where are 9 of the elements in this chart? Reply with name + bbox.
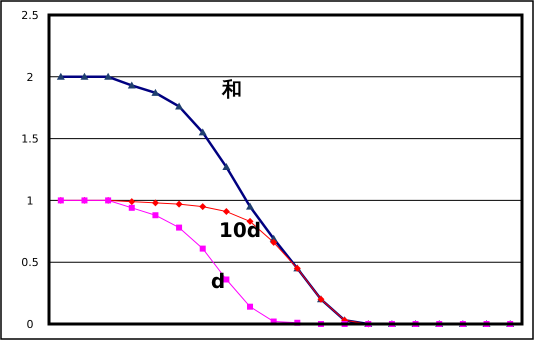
y-tick-label: 0.5 — [21, 256, 39, 270]
y-tick-label: 0 — [26, 318, 34, 331]
series-label: 10d — [218, 218, 262, 242]
y-tick-label: 1 — [26, 194, 34, 208]
y-tick-label: 2 — [26, 70, 34, 84]
y-tick-label: 2.5 — [21, 9, 39, 22]
series-label: 和 — [221, 77, 242, 101]
y-tick-label: 1.5 — [21, 132, 39, 146]
series-label: d — [210, 269, 226, 293]
